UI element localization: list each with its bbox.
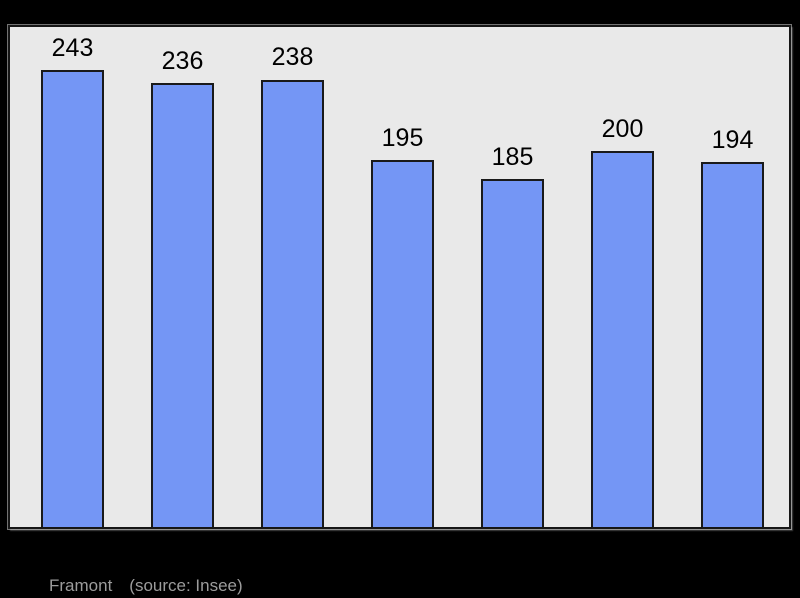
source-note-label: (source: Insee) (129, 576, 243, 595)
bar-group: 243 (41, 27, 104, 527)
bar (261, 79, 324, 527)
bar-group: 200 (591, 27, 654, 527)
bar-group: 236 (151, 27, 214, 527)
bar-value-label: 185 (491, 142, 534, 171)
bar-value-label: 236 (161, 46, 204, 75)
bar (151, 83, 214, 527)
bar-value-label: 238 (271, 43, 314, 72)
bar (701, 162, 764, 527)
commune-name-label: Framont (49, 576, 113, 595)
bar-value-label: 195 (381, 123, 424, 152)
bar (371, 160, 434, 527)
bar-group: 195 (371, 27, 434, 527)
bar (481, 179, 544, 527)
bar-group: 185 (481, 27, 544, 527)
bar (591, 151, 654, 527)
chart-caption: Framont (source: Insee) (49, 576, 243, 596)
plot-area: 243 236 238 195 185 200 194 (10, 27, 789, 527)
bar-value-label: 243 (51, 33, 94, 62)
population-bar-chart: 243 236 238 195 185 200 194 (8, 25, 791, 529)
bar-value-label: 194 (711, 125, 754, 154)
bar-group: 194 (701, 27, 764, 527)
bar-group: 238 (261, 27, 324, 527)
bar (41, 70, 104, 527)
bar-value-label: 200 (601, 114, 644, 143)
